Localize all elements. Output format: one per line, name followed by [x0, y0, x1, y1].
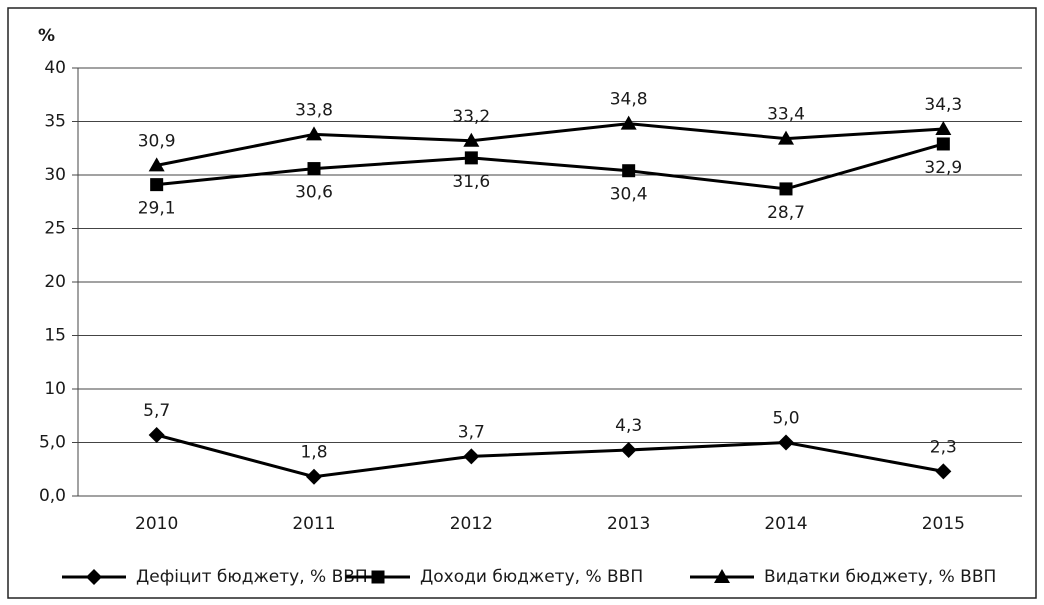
- data-label: 28,7: [767, 203, 805, 223]
- marker-triangle: [306, 126, 322, 141]
- y-tick-label: 15: [44, 326, 66, 346]
- data-label: 5,7: [143, 401, 170, 421]
- legend-label: Видатки бюджету, % ВВП: [764, 567, 996, 587]
- y-tick-label: 40: [44, 58, 66, 78]
- series-line: [156, 122, 944, 167]
- marker-square: [371, 570, 385, 584]
- y-tick-label: 0,0: [39, 486, 66, 506]
- y-tick-label: 35: [44, 112, 66, 132]
- y-tick-label: 20: [44, 272, 66, 292]
- data-label: 33,2: [452, 107, 490, 127]
- marker-diamond: [148, 427, 165, 444]
- y-axis-label: %: [38, 26, 55, 46]
- marker-triangle: [463, 132, 480, 147]
- frame: [7, 7, 1037, 599]
- marker-triangle: [714, 569, 730, 583]
- marker-diamond: [306, 468, 322, 485]
- y-tick-label: 10: [44, 379, 66, 399]
- marker-square: [150, 178, 164, 192]
- y-tick-label: 30: [44, 165, 66, 185]
- marker-square: [936, 137, 950, 151]
- marker-diamond: [935, 463, 952, 480]
- data-label: 3,7: [458, 422, 485, 442]
- marker-square: [779, 182, 793, 196]
- marker-diamond: [778, 434, 794, 451]
- y-tick-label: 5,0: [39, 433, 66, 453]
- marker-triangle: [935, 120, 952, 135]
- data-label: 4,3: [615, 416, 642, 436]
- data-label: 1,8: [300, 443, 327, 463]
- x-tick-label: 2010: [135, 514, 178, 534]
- data-label: 30,4: [610, 185, 648, 205]
- series-line: [156, 433, 944, 479]
- data-label: 31,6: [452, 172, 490, 192]
- x-tick-label: 2012: [450, 514, 493, 534]
- marker-square: [307, 162, 321, 176]
- marker-square: [622, 164, 636, 178]
- data-label: 33,4: [767, 105, 805, 125]
- data-label: 29,1: [138, 199, 176, 219]
- data-label: 2,3: [930, 437, 957, 457]
- marker-diamond: [620, 441, 637, 458]
- legend-label: Дефіцит бюджету, % ВВП: [136, 567, 368, 587]
- x-tick-label: 2011: [292, 514, 335, 534]
- y-tick-label: 25: [44, 219, 66, 239]
- data-label: 30,9: [138, 131, 176, 151]
- marker-diamond: [86, 569, 102, 585]
- legend-label: Доходи бюджету, % ВВП: [420, 567, 643, 587]
- marker-triangle: [148, 157, 165, 172]
- x-tick-label: 2013: [607, 514, 650, 534]
- marker-square: [464, 151, 478, 165]
- data-label: 34,8: [610, 90, 648, 110]
- data-label: 33,8: [295, 100, 333, 120]
- series-line: [156, 142, 944, 191]
- x-tick-label: 2014: [764, 514, 807, 534]
- marker-triangle: [620, 115, 637, 130]
- marker-triangle: [778, 130, 794, 145]
- data-label: 30,6: [295, 183, 333, 203]
- data-label: 32,9: [924, 158, 962, 178]
- data-label: 34,3: [924, 95, 962, 115]
- x-tick-label: 2015: [922, 514, 965, 534]
- marker-diamond: [463, 448, 480, 465]
- data-label: 5,0: [772, 409, 799, 429]
